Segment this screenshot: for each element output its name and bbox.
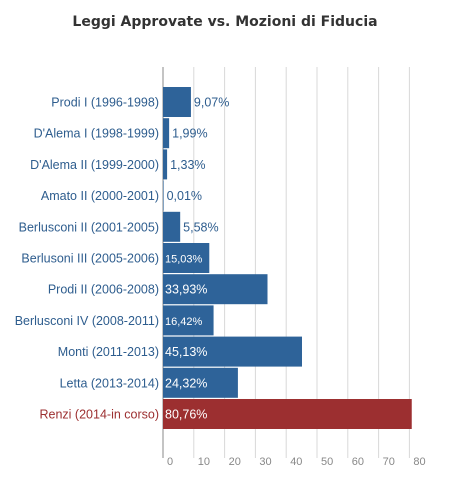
category-label: Amato II (2000-2001) xyxy=(41,189,159,203)
data-label: 33,93% xyxy=(165,283,207,297)
x-tick-label: 10 xyxy=(198,456,210,468)
category-label: Berlusoni III (2005-2006) xyxy=(21,252,159,266)
bar xyxy=(163,367,238,398)
category-labels: Prodi I (1996-1998) D'Alema I (1998-1999)… xyxy=(15,96,159,422)
x-tick-labels: 0 10 20 30 40 50 60 70 80 xyxy=(167,456,426,468)
data-label: 5,58% xyxy=(183,220,218,234)
category-label: D'Alema I (1998-1999) xyxy=(34,127,159,141)
bar xyxy=(163,274,268,305)
chart-title: Leggi Approvate vs. Mozioni di Fiducia xyxy=(72,14,377,30)
bar xyxy=(163,305,214,336)
data-label: 24,32% xyxy=(165,376,207,390)
x-tick-label: 80 xyxy=(413,456,425,468)
bar xyxy=(163,399,412,429)
data-label: 0,01% xyxy=(167,189,202,203)
category-label: Prodi II (2006-2008) xyxy=(48,283,159,297)
bar xyxy=(163,211,181,242)
bar xyxy=(163,87,191,117)
x-tick-label: 30 xyxy=(259,456,271,468)
x-tick-label: 70 xyxy=(383,456,395,468)
category-label: Letta (2013-2014) xyxy=(60,376,159,390)
bar xyxy=(163,336,303,367)
grid xyxy=(193,67,410,458)
category-label: Berlusconi II (2001-2005) xyxy=(19,220,159,234)
data-label: 16,42% xyxy=(165,316,203,328)
category-label: Prodi I (1996-1998) xyxy=(51,96,159,110)
data-label: 1,99% xyxy=(172,127,207,141)
x-tick-label: 40 xyxy=(290,456,302,468)
bar xyxy=(163,180,164,211)
bar xyxy=(163,243,210,273)
category-label: Renzi (2014-in corso) xyxy=(40,408,160,422)
data-label: 9,07% xyxy=(194,96,229,110)
category-label: Berlusconi IV (2008-2011) xyxy=(15,314,159,328)
x-tick-label: 60 xyxy=(352,456,364,468)
bar xyxy=(163,149,168,180)
x-tick-label: 20 xyxy=(229,456,241,468)
data-label: 15,03% xyxy=(165,254,203,266)
bars xyxy=(163,87,412,429)
data-label: 1,33% xyxy=(170,158,205,172)
bar xyxy=(163,118,170,149)
data-labels: 9,07% 1,99% 1,33% 0,01% 5,58% 15,03% 33,93% 16,… xyxy=(165,96,229,422)
data-label: 80,76% xyxy=(165,408,207,422)
category-label: Monti (2011-2013) xyxy=(58,345,159,359)
x-tick-label: 50 xyxy=(321,456,333,468)
data-label: 45,13% xyxy=(165,345,207,359)
category-label: D'Alema II (1999-2000) xyxy=(30,158,159,172)
x-tick-label: 0 xyxy=(167,456,173,468)
